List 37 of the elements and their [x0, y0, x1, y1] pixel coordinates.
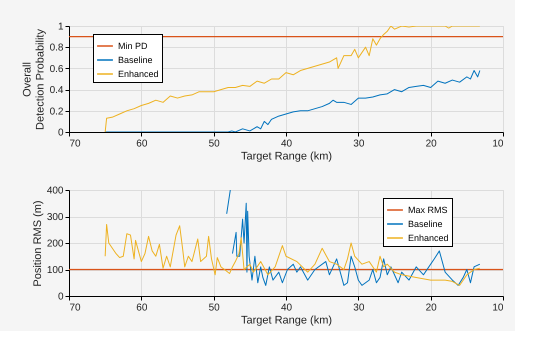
y-tick-label: 200	[46, 238, 64, 250]
x-tick-label: 60	[136, 138, 148, 150]
x-axis-title: Target Range (km)	[240, 150, 332, 162]
x-axis-title: Target Range (km)	[240, 314, 332, 326]
legend-label: Min PD	[118, 41, 148, 51]
x-tick-label: 30	[353, 302, 365, 314]
y-tick-label: 1	[58, 22, 64, 32]
x-tick-label: 40	[280, 138, 292, 150]
y-axis-title: Overall Detection Probability	[22, 28, 47, 130]
legend-label: Max RMS	[408, 205, 448, 215]
y-tick-label: 0.6	[50, 64, 64, 75]
x-tick-label: 40	[280, 302, 292, 314]
y-axis-title: Position RMS (m)	[32, 200, 44, 287]
x-tick-label: 70	[70, 138, 82, 150]
x-tick-label: 10	[492, 138, 504, 150]
y-tick-label: 0	[58, 292, 64, 302]
y-tick-label: 0.8	[50, 42, 64, 54]
y-tick-label: 0.4	[50, 85, 64, 96]
x-tick-label: 20	[426, 302, 438, 314]
x-tick-label: 60	[136, 302, 148, 314]
line-series	[104, 26, 480, 132]
x-tick-label: 10	[492, 302, 504, 314]
line-series	[104, 70, 480, 132]
legend-label: Baseline	[118, 55, 153, 65]
x-tick-label: 70	[70, 302, 82, 314]
legend-label: Baseline	[408, 219, 443, 229]
y-tick-label: 400	[46, 186, 64, 196]
y-tick-label: 300	[46, 212, 64, 223]
y-tick-label: 0	[58, 128, 64, 138]
x-tick-label: 50	[208, 302, 220, 314]
y-tick-label: 100	[46, 265, 64, 276]
x-tick-label: 20	[426, 138, 438, 150]
y-tick-label: 0.2	[50, 106, 64, 118]
x-tick-label: 30	[353, 138, 365, 150]
legend-label: Enhanced	[408, 233, 449, 243]
x-tick-label: 50	[208, 138, 220, 150]
legend-label: Enhanced	[118, 69, 159, 79]
